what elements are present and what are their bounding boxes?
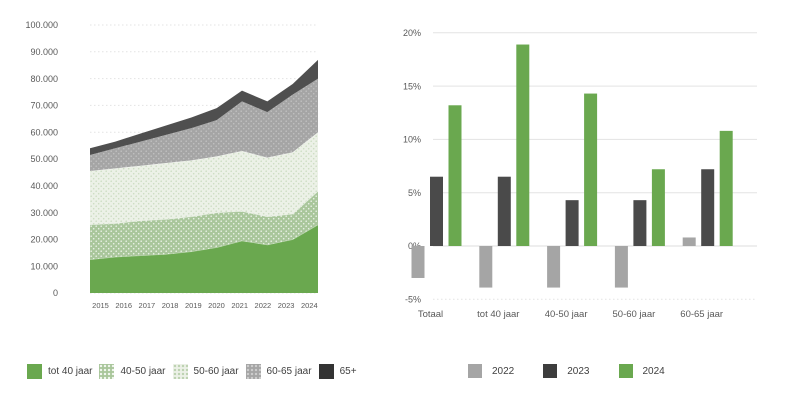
bar-2023-50-60-jaar [633, 200, 647, 246]
area-y-tick-label: 0 [53, 288, 58, 298]
bar-x-tick-label: Totaal [418, 309, 443, 320]
area-y-tick-label: 50.000 [30, 154, 58, 164]
area-y-tick-label: 60.000 [30, 127, 58, 137]
bar-series-2022 [411, 237, 696, 288]
area-x-tick-label: 2016 [115, 301, 132, 310]
area-legend-swatch [172, 364, 188, 379]
bar-legend-label: 2023 [567, 365, 590, 377]
area-y-tick-label: 100.000 [25, 20, 58, 30]
bar-2022-40-50-jaar [547, 246, 561, 288]
area-x-tick-label: 2018 [162, 301, 179, 310]
bar-y-tick-label: 10% [403, 135, 421, 145]
area-x-tick-label: 2023 [278, 301, 295, 310]
bar-x-tick-label: 50-60 jaar [613, 309, 656, 320]
area-series-65 [90, 59, 318, 155]
area-legend-label: 40-50 jaar [120, 366, 166, 377]
bar-2023-totaal [430, 176, 443, 246]
area-legend-label: 60-65 jaar [266, 366, 312, 377]
area-legend-item-40-50-jaar: 40-50 jaar [99, 364, 166, 379]
area-legend-swatch [245, 364, 261, 379]
bar-x-tick-label: 60-65 jaar [680, 309, 723, 320]
area-x-tick-label: 2024 [301, 301, 318, 310]
charts-svg: 0 10.000 20.000 30.000 40.000 50.000 60.000 70.… [25, 20, 757, 320]
bar-legend-swatch [618, 364, 633, 378]
area-series-40-50-jaar [90, 191, 318, 260]
area-series-tot-40-jaar [90, 224, 318, 293]
area-legend-item-tot-40-jaar: tot 40 jaar [27, 364, 92, 379]
bar-chart-legend: 2022 2023 2024 [468, 364, 665, 378]
area-x-tick-label: 2017 [139, 301, 156, 310]
bar-2024-50-60-jaar [651, 169, 665, 246]
bar-legend-label: 2024 [642, 365, 665, 377]
bar-series-2023 [430, 169, 715, 246]
bar-2024-tot-40-jaar [516, 44, 530, 246]
area-y-tick-label: 40.000 [30, 181, 58, 191]
area-series-60-65-jaar [90, 78, 318, 172]
bar-legend-swatch [543, 364, 558, 378]
area-legend-swatch [27, 364, 42, 379]
area-legend-item-65: 65+ [318, 364, 357, 379]
area-y-tick-label: 90.000 [30, 47, 58, 57]
bar-legend-swatch [468, 364, 482, 378]
area-legend-item-50-60-jaar: 50-60 jaar [172, 364, 239, 379]
area-y-tick-label: 80.000 [30, 74, 58, 84]
bar-2022-totaal [411, 246, 425, 278]
area-x-tick-label: 2020 [208, 301, 225, 310]
bar-series-2024 [448, 44, 733, 247]
area-legend-label: 50-60 jaar [193, 366, 239, 377]
area-x-tick-label: 2022 [255, 301, 272, 310]
bar-2022-50-60-jaar [614, 246, 628, 288]
area-chart-legend: tot 40 jaar 40-50 jaar 50-60 jaar 60-65 jaa… [27, 364, 357, 379]
area-x-tick-label: 2021 [231, 301, 248, 310]
bar-y-tick-label: 20% [403, 28, 421, 38]
bar-2023-60-65-jaar [701, 169, 715, 246]
bar-2023-tot-40-jaar [497, 176, 511, 246]
area-legend-label: 65+ [339, 366, 357, 377]
area-legend-swatch [99, 364, 115, 379]
area-y-axis-labels: 0 10.000 20.000 30.000 40.000 50.000 60.000 70.… [25, 20, 58, 298]
bar-2024-40-50-jaar [584, 93, 598, 246]
area-legend-item-60-65-jaar: 60-65 jaar [245, 364, 312, 379]
bar-y-tick-label: 15% [403, 81, 421, 91]
bar-2022-60-65-jaar [682, 237, 696, 246]
area-series-50-60-jaar [90, 132, 318, 225]
bar-2024-totaal [448, 105, 462, 247]
area-x-axis-labels: 2015 2016 2017 2018 2019 2020 2021 2022 2023 2024 [92, 301, 317, 310]
area-y-tick-label: 10.000 [30, 261, 58, 271]
bar-x-tick-label: 40-50 jaar [545, 309, 588, 320]
bar-legend-label: 2022 [492, 365, 515, 377]
bar-2023-40-50-jaar [565, 200, 579, 246]
bar-2024-60-65-jaar [719, 130, 733, 246]
bar-legend-item-2023: 2023 [543, 364, 590, 378]
bar-x-axis-labels: Totaal tot 40 jaar 40-50 jaar 50-60 jaar 60-… [418, 309, 723, 320]
bar-2022-tot-40-jaar [479, 246, 493, 288]
area-legend-label: tot 40 jaar [48, 366, 93, 377]
area-y-tick-label: 20.000 [30, 235, 58, 245]
bar-y-tick-label: 5% [408, 188, 421, 198]
area-x-tick-label: 2015 [92, 301, 109, 310]
bar-legend-item-2022: 2022 [468, 364, 514, 378]
bar-legend-item-2024: 2024 [618, 364, 665, 378]
bar-y-tick-label: -5% [405, 295, 421, 305]
area-x-tick-label: 2019 [185, 301, 202, 310]
area-y-tick-label: 30.000 [30, 208, 58, 218]
area-y-tick-label: 70.000 [30, 101, 58, 111]
bar-x-tick-label: tot 40 jaar [477, 309, 519, 320]
area-legend-swatch [318, 364, 334, 379]
